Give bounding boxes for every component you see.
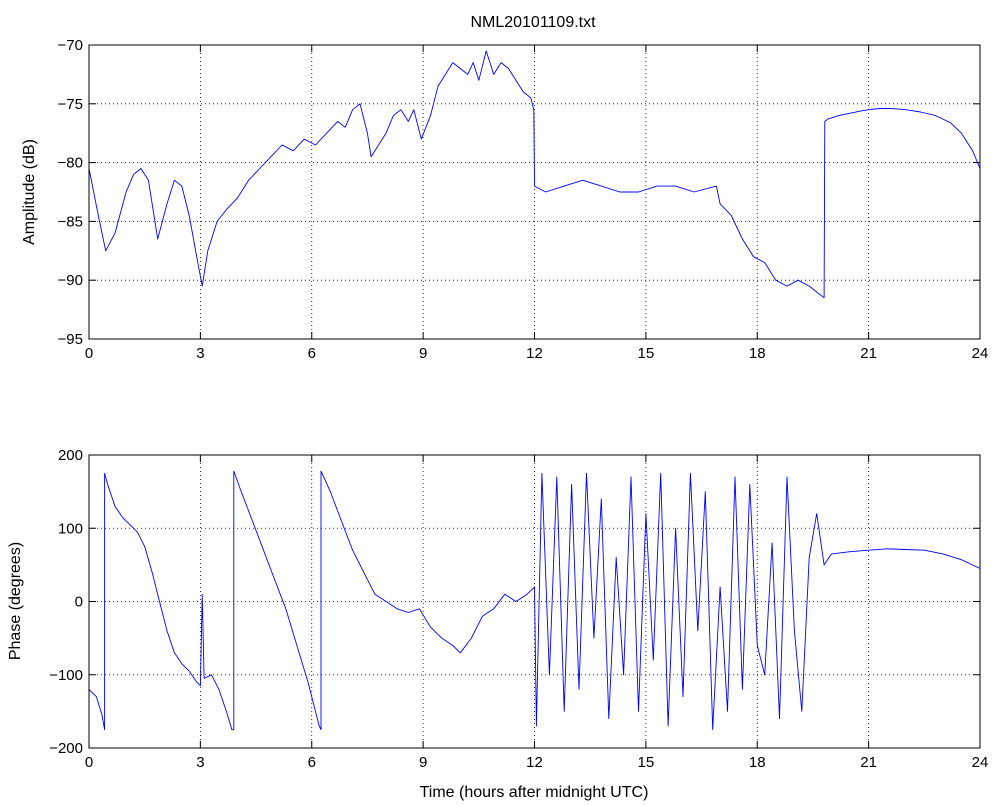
amplitude-xtick-label: 0	[85, 345, 93, 362]
phase-ylabel: Phase (degrees)	[7, 542, 24, 660]
phase-xtick-label: 12	[526, 754, 543, 771]
phase-panel: 0 3 6 9 12 15 18 21 24 −200 −100 0 100 200 Phase (deg…	[7, 447, 988, 771]
phase-xtick-label: 9	[419, 754, 427, 771]
amplitude-xtick-label: 24	[972, 345, 989, 362]
amplitude-xtick-label: 21	[860, 345, 877, 362]
amplitude-ytick-label: −95	[58, 331, 83, 348]
phase-xtick-label: 24	[972, 754, 989, 771]
amplitude-ytick-label: −85	[58, 213, 83, 230]
amplitude-xtick-label: 6	[308, 345, 316, 362]
phase-xtick-label: 21	[860, 754, 877, 771]
phase-ytick-label: 0	[75, 594, 83, 611]
phase-xtick-label: 6	[308, 754, 316, 771]
phase-ytick-label: −100	[49, 667, 83, 684]
amplitude-ytick-label: −70	[58, 37, 83, 54]
amplitude-ytick-label: −80	[58, 155, 83, 172]
amplitude-trace	[88, 50, 981, 299]
amplitude-ylabel: Amplitude (dB)	[21, 139, 38, 245]
chart-title: NML20101109.txt	[470, 14, 596, 31]
phase-ytick-label: 200	[58, 447, 83, 464]
amplitude-xtick-label: 9	[419, 345, 427, 362]
phase-trace	[88, 470, 981, 731]
amplitude-panel: 0 3 6 9 12 15 18 21 24 −95 −90 −85 −80 −75 −70 Amplitu…	[21, 37, 988, 362]
time-xlabel: Time (hours after midnight UTC)	[420, 784, 649, 801]
amplitude-xtick-label: 15	[638, 345, 655, 362]
amplitude-xtick-label: 3	[196, 345, 204, 362]
phase-xtick-label: 15	[638, 754, 655, 771]
amplitude-ytick-label: −75	[58, 96, 83, 113]
phase-xtick-label: 0	[85, 754, 93, 771]
amplitude-ytick-label: −90	[58, 272, 83, 289]
phase-ytick-label: −200	[49, 740, 83, 757]
amplitude-xtick-label: 18	[749, 345, 766, 362]
amplitude-xtick-label: 12	[526, 345, 543, 362]
phase-xtick-label: 18	[749, 754, 766, 771]
phase-ytick-label: 100	[58, 520, 83, 537]
phase-xtick-label: 3	[196, 754, 204, 771]
